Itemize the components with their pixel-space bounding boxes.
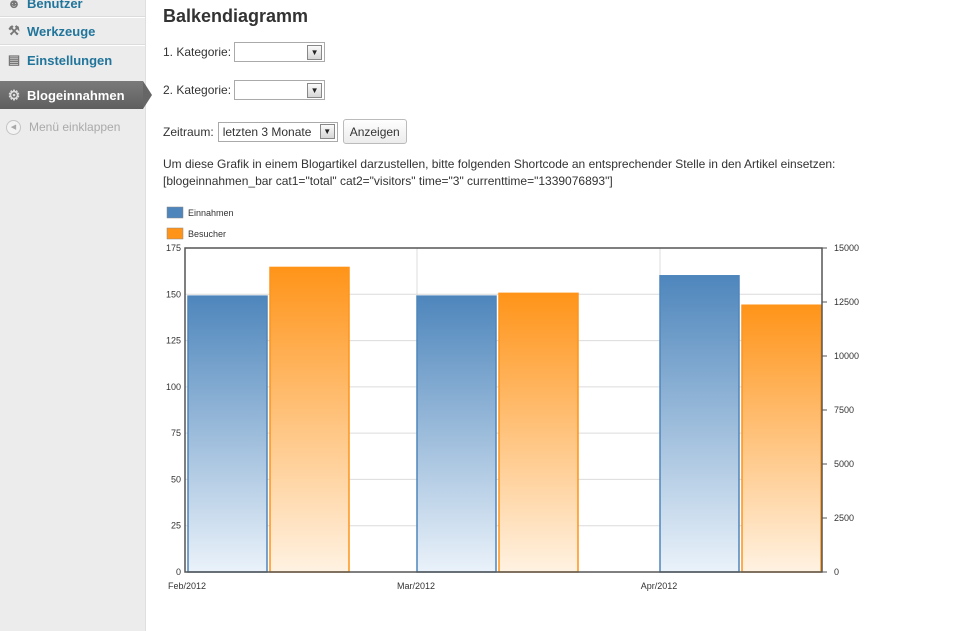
show-button[interactable]: Anzeigen (342, 119, 407, 144)
page-title: Balkendiagramm (163, 6, 309, 26)
category1-row: 1. Kategorie: ▼ (163, 42, 326, 62)
bar-einnahmen-2 (659, 275, 740, 573)
y-left-tick-label: 175 (166, 243, 181, 253)
category1-label: 1. Kategorie: (163, 45, 232, 59)
sidebar-item-label: Blogeinnahmen (27, 87, 125, 103)
settings-icon: ▤ (7, 52, 21, 67)
sidebar-item-tools[interactable]: ⚒ Werkzeuge (0, 17, 145, 45)
sidebar-item-settings[interactable]: ▤ Einstellungen (0, 46, 145, 74)
category2-label: 2. Kategorie: (163, 83, 232, 97)
dropdown-arrow-icon: ▼ (307, 44, 323, 60)
y-right-tick-label: 15000 (834, 243, 859, 253)
y-right-tick-label: 2500 (834, 513, 854, 523)
tools-icon: ⚒ (8, 23, 20, 38)
dropdown-arrow-icon: ▼ (319, 124, 335, 139)
period-row: Zeitraum: letzten 3 Monate ▼ Anzeigen (163, 119, 407, 144)
dropdown-arrow-icon: ▼ (307, 82, 323, 98)
y-right-tick-label: 12500 (834, 297, 859, 307)
bar-einnahmen-0 (187, 295, 268, 573)
sidebar-item-blogeinnahmen[interactable]: ⚙ Blogeinnahmen (0, 81, 152, 109)
y-left-tick-label: 25 (171, 521, 181, 531)
y-left-tick-label: 125 (166, 336, 181, 346)
y-right-tick-label: 7500 (834, 405, 854, 415)
shortcode-text: [blogeinnahmen_bar cat1="total" cat2="vi… (163, 174, 613, 188)
bar-besucher-0 (269, 266, 350, 573)
y-right-tick-label: 0 (834, 567, 839, 577)
plot-frame (184, 247, 823, 573)
sidebar-item-label: Werkzeuge (27, 23, 96, 39)
y-right-tick-label: 5000 (834, 459, 854, 469)
y-left-tick-label: 0 (176, 567, 181, 577)
period-value: letzten 3 Monate (222, 124, 312, 139)
y-left-tick-label: 100 (166, 382, 181, 392)
legend-label-0: Einnahmen (188, 208, 234, 218)
category1-select[interactable]: ▼ (234, 42, 326, 62)
users-icon: ☻ (7, 0, 21, 11)
y-left-tick-label: 75 (171, 428, 181, 438)
bar-besucher-1 (498, 292, 579, 573)
shortcode-info: Um diese Grafik in einem Blogartikel dar… (163, 156, 953, 190)
collapse-menu-button[interactable]: ◀ Menü einklappen (0, 117, 145, 137)
legend-label-1: Besucher (188, 229, 226, 239)
category2-row: 2. Kategorie: ▼ (163, 80, 326, 100)
sidebar-item-users[interactable]: ☻ Benutzer (0, 0, 145, 17)
period-select[interactable]: letzten 3 Monate ▼ (217, 121, 338, 142)
sidebar-item-label: Einstellungen (27, 52, 113, 68)
x-tick-label: Feb/2012 (168, 581, 206, 591)
sidebar-item-label: Benutzer (27, 0, 83, 11)
menu-divider (0, 44, 145, 46)
info-text: Um diese Grafik in einem Blogartikel dar… (163, 157, 836, 171)
legend-swatch-0 (166, 206, 184, 219)
bar-einnahmen-1 (416, 295, 497, 573)
bar-besucher-2 (741, 304, 822, 573)
menu-divider (0, 16, 145, 18)
legend-swatch-1 (166, 227, 184, 240)
period-label: Zeitraum: (163, 124, 214, 139)
collapse-arrow-icon: ◀ (6, 119, 21, 135)
category2-select[interactable]: ▼ (234, 80, 326, 100)
y-left-tick-label: 50 (171, 474, 181, 484)
gear-icon: ⚙ (7, 86, 21, 103)
x-tick-label: Mar/2012 (397, 581, 435, 591)
y-right-tick-label: 10000 (834, 351, 859, 361)
y-left-tick-label: 150 (166, 289, 181, 299)
admin-sidebar: ☻ Benutzer ⚒ Werkzeuge ▤ Einstellungen ⚙… (0, 0, 152, 631)
x-tick-label: Apr/2012 (641, 581, 678, 591)
collapse-menu-label: Menü einklappen (29, 120, 121, 134)
